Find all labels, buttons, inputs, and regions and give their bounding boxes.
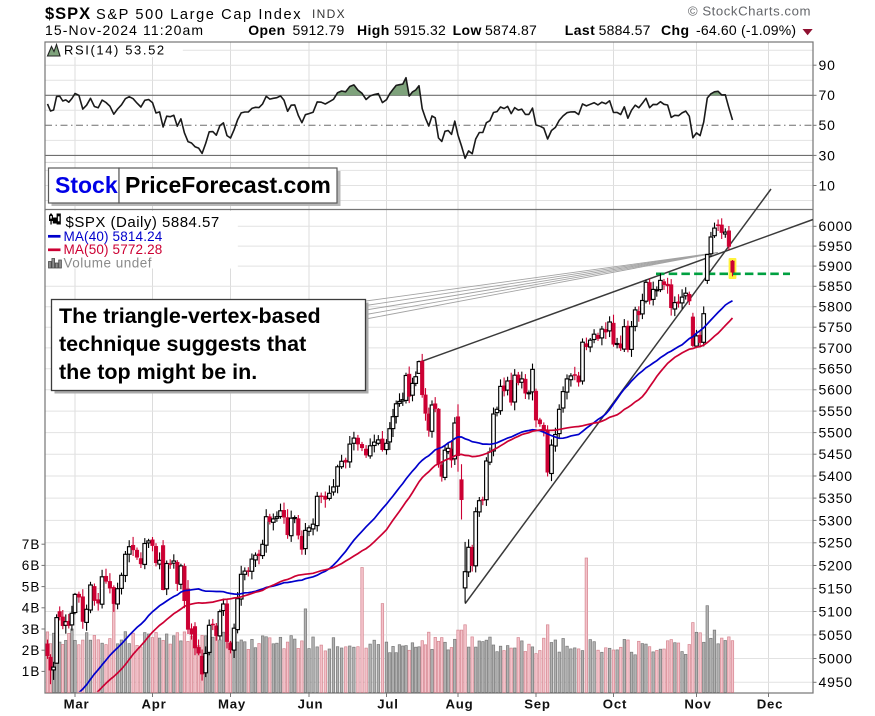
svg-text:Dec: Dec [757, 697, 784, 712]
svg-text:Volume undef: Volume undef [64, 256, 153, 271]
svg-text:5150: 5150 [819, 580, 853, 596]
svg-text:© StockCharts.com: © StockCharts.com [688, 4, 811, 19]
svg-text:Jul: Jul [377, 697, 398, 712]
svg-text:High: High [357, 22, 390, 38]
svg-text:5800: 5800 [819, 299, 853, 315]
svg-text:4B: 4B [22, 601, 41, 616]
svg-text:2B: 2B [22, 643, 41, 658]
svg-text:Oct: Oct [603, 697, 627, 712]
svg-text:5700: 5700 [819, 340, 853, 356]
svg-text:5500: 5500 [819, 425, 853, 441]
svg-text:Apr: Apr [141, 697, 166, 712]
svg-text:5750: 5750 [819, 319, 853, 335]
svg-text:Nov: Nov [684, 697, 711, 712]
svg-text:90: 90 [819, 57, 836, 73]
svg-text:5650: 5650 [819, 361, 853, 377]
svg-text:5B: 5B [22, 579, 41, 594]
svg-text:3B: 3B [22, 622, 41, 637]
svg-text:technique suggests that: technique suggests that [59, 332, 306, 356]
svg-text:70: 70 [819, 87, 836, 103]
svg-text:50: 50 [819, 117, 836, 133]
svg-text:4950: 4950 [819, 674, 853, 690]
svg-text:5900: 5900 [819, 258, 853, 274]
svg-text:5300: 5300 [819, 512, 853, 528]
svg-text:6000: 6000 [819, 218, 853, 234]
svg-text:10: 10 [819, 177, 836, 193]
svg-text:5450: 5450 [819, 446, 853, 462]
svg-text:7B: 7B [22, 537, 41, 552]
svg-text:30: 30 [819, 147, 836, 163]
svg-text:Jun: Jun [298, 697, 324, 712]
svg-text:Chg: Chg [661, 22, 689, 38]
svg-text:PriceForecast.com: PriceForecast.com [125, 172, 331, 198]
svg-text:MA(50) 5772.28: MA(50) 5772.28 [64, 242, 163, 257]
svg-text:5912.79: 5912.79 [293, 22, 345, 38]
svg-text:5000: 5000 [819, 650, 853, 666]
svg-text:5200: 5200 [819, 557, 853, 573]
svg-text:$SPX (Daily) 5884.57: $SPX (Daily) 5884.57 [66, 214, 220, 231]
svg-text:May: May [218, 697, 246, 712]
svg-text:Aug: Aug [445, 697, 473, 712]
svg-text:Last: Last [565, 22, 595, 38]
svg-text:5350: 5350 [819, 490, 853, 506]
svg-text:the top might be in.: the top might be in. [59, 360, 257, 384]
svg-text:Open: Open [248, 22, 285, 38]
svg-text:Sep: Sep [524, 697, 551, 712]
svg-text:Low: Low [453, 22, 482, 38]
svg-text:Mar: Mar [64, 697, 90, 712]
svg-text:MA(40) 5814.24: MA(40) 5814.24 [64, 229, 163, 244]
svg-text:5250: 5250 [819, 535, 853, 551]
svg-text:The triangle-vertex-based: The triangle-vertex-based [59, 304, 321, 328]
svg-text:5874.87: 5874.87 [485, 22, 537, 38]
svg-text:6B: 6B [22, 558, 41, 573]
svg-text:5100: 5100 [819, 603, 853, 619]
svg-text:5884.57: 5884.57 [599, 22, 651, 38]
svg-text:$SPX: $SPX [45, 5, 91, 23]
svg-text:S&P 500 Large Cap Index: S&P 500 Large Cap Index [96, 7, 302, 23]
svg-text:INDX: INDX [312, 7, 346, 21]
svg-text:RSI(14) 53.52: RSI(14) 53.52 [64, 43, 166, 58]
svg-text:5950: 5950 [819, 238, 853, 254]
svg-text:5050: 5050 [819, 627, 853, 643]
svg-text:5915.32: 5915.32 [394, 22, 446, 38]
svg-text:5850: 5850 [819, 278, 853, 294]
svg-text:-64.60 (-1.09%): -64.60 (-1.09%) [696, 22, 796, 38]
svg-text:1B: 1B [22, 664, 41, 679]
svg-text:5600: 5600 [819, 382, 853, 398]
svg-text:5400: 5400 [819, 468, 853, 484]
svg-text:Stock: Stock [55, 172, 118, 198]
svg-text:15-Nov-2024 11:20am: 15-Nov-2024 11:20am [45, 22, 204, 38]
svg-text:5550: 5550 [819, 403, 853, 419]
